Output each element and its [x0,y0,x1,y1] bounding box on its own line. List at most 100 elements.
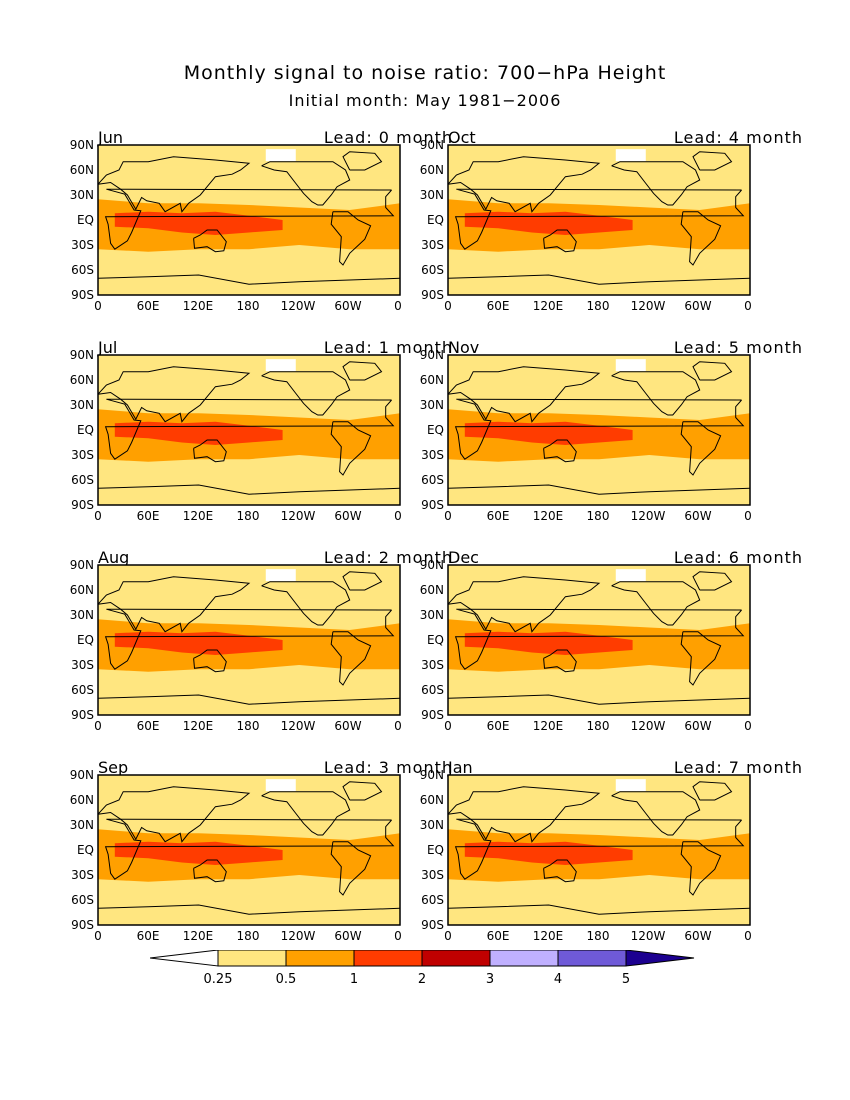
coastline [680,211,722,266]
coastline [692,361,733,381]
lat-tick-label: 30S [421,868,444,882]
lat-tick-label: 30N [419,818,444,832]
lon-tick-label: 120W [280,509,316,523]
map-title: Monthly signal to noise ratio: 700−hPa H… [183,62,667,84]
lon-tick-label: 180 [586,509,610,523]
panel-month-label: Jul [98,338,118,357]
lat-tick-label: 60N [419,163,444,177]
lon-tick-label: 0 [94,299,102,313]
map-frame [447,774,751,926]
lon-tick-label: 60E [136,299,160,313]
lon-tick-label: 60E [486,929,510,943]
panel-month-label: Nov [448,338,480,357]
coastline [680,841,722,896]
panel-lead-label: Lead: 5 month [673,338,803,357]
coastline [97,366,251,423]
coastline [447,274,751,285]
panel-lead-label: Lead: 2 month [323,548,453,567]
lat-tick-label: 60N [419,793,444,807]
signal-contour [464,841,633,865]
colorbar-high-arrow [625,950,695,967]
lat-tick-label: 90S [71,918,94,932]
colorbar-swatch [489,950,559,967]
lon-tick-label: 60E [136,719,160,733]
coastline [342,781,383,801]
lon-tick-label: 60W [334,929,362,943]
panel-month-label: Jun [98,128,123,147]
colorbar-swatch [421,950,491,967]
lon-tick-label: 180 [236,299,260,313]
lon-tick-label: 0 [444,929,452,943]
lat-tick-label: 60S [421,263,444,277]
signal-contour [114,211,283,235]
lat-tick-label: 30N [419,398,444,412]
coastline [261,371,351,416]
coastline [692,781,733,801]
lat-tick-label: 90N [69,558,94,572]
signal-contour [114,841,283,865]
lat-tick-label: 90N [419,138,444,152]
lon-tick-label: 0 [744,299,752,313]
lat-tick-label: 90N [419,768,444,782]
lat-tick-label: 30N [69,188,94,202]
lat-tick-label: 60N [69,163,94,177]
world-map [97,564,401,716]
coastline [342,571,383,591]
lat-tick-label: EQ [76,843,94,857]
lon-tick-label: 120E [182,929,214,943]
coastline [193,859,227,883]
map-frame [97,774,401,926]
lon-tick-label: 60W [334,509,362,523]
lat-tick-label: 60N [419,373,444,387]
coastline [543,649,577,673]
lon-tick-label: 180 [586,719,610,733]
panel-month-label: Dec [448,548,479,567]
panel-month-label: Aug [98,548,130,567]
world-map [97,354,401,506]
colorbar-label: 5 [621,972,631,987]
low-ratio-patch [615,359,646,372]
coastline [261,581,351,626]
lon-tick-label: 60W [334,719,362,733]
coastline [454,188,745,250]
lon-tick-label: 120E [532,299,564,313]
coastline [104,398,395,460]
lon-tick-label: 60E [136,929,160,943]
coastline [330,631,372,686]
map-panel: Jun Lead: 0 month 90N 60N 30N EQ 30S 60S 90S 0 60E… [70,128,458,338]
world-map [447,144,751,296]
lat-tick-label: EQ [426,843,444,857]
lat-tick-label: 60S [71,893,94,907]
lat-tick-label: 30N [69,818,94,832]
coastline [611,161,701,206]
lat-tick-label: EQ [426,423,444,437]
colorbar-label: 3 [485,972,495,987]
low-ratio-patch [265,359,296,372]
world-map [97,774,401,926]
signal-contour [464,421,633,445]
low-ratio-patch [265,149,296,162]
coastline [447,366,601,423]
lon-tick-label: 120W [630,929,666,943]
lat-tick-label: 60S [71,683,94,697]
lon-tick-label: 120W [630,299,666,313]
lat-tick-label: 30S [71,448,94,462]
map-panel: Dec Lead: 6 month 90N 60N 30N EQ 30S 60S 90S 0 60E… [420,548,808,758]
coastline [193,649,227,673]
lon-tick-label: 120W [630,509,666,523]
coastline [330,211,372,266]
coastline [447,694,751,705]
panel-lead-label: Lead: 0 month [323,128,453,147]
lat-tick-label: EQ [76,633,94,647]
panel-month-label: Jan [448,758,473,777]
coastline [97,694,401,705]
world-map [447,354,751,506]
coastline [97,274,401,285]
lon-tick-label: 120E [532,719,564,733]
lon-tick-label: 60W [684,299,712,313]
signal-contour [464,631,633,655]
coastline [193,439,227,463]
lat-tick-label: EQ [426,633,444,647]
lon-tick-label: 120E [532,509,564,523]
colorbar-swatch [285,950,355,967]
